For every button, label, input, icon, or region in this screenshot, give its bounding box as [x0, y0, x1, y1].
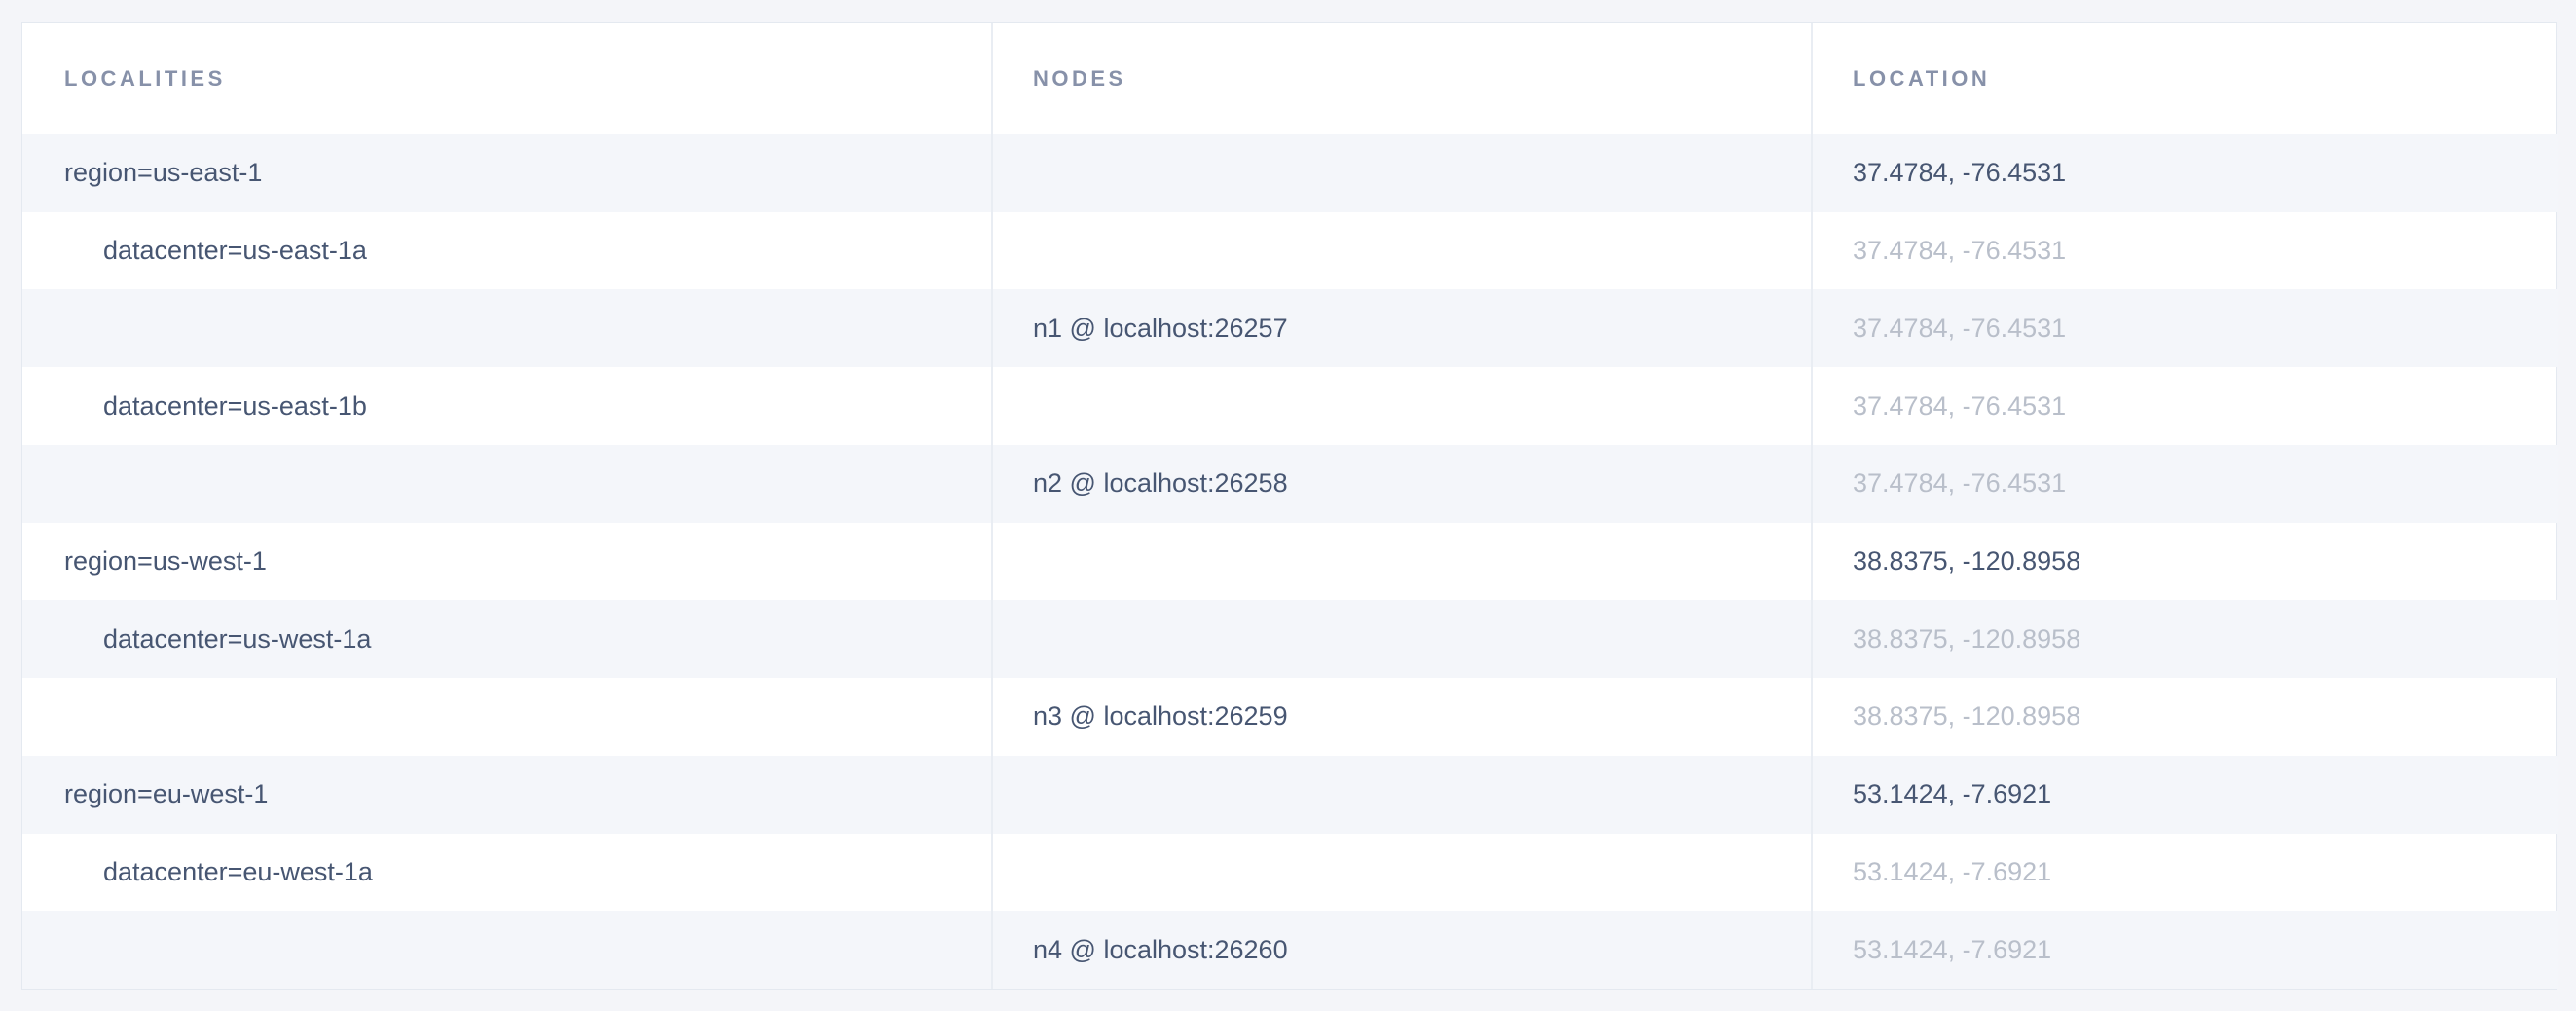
- locality-cell: region=eu-west-1: [22, 755, 991, 834]
- locality-cell: datacenter=eu-west-1a: [103, 856, 373, 886]
- location-cell: 38.8375, -120.8958: [1811, 678, 2558, 756]
- locality-cell: region=us-west-1: [64, 545, 267, 576]
- location-cell: 53.1424, -7.6921: [1811, 911, 2558, 989]
- locality-cell: [22, 289, 991, 368]
- node-cell: [991, 134, 1811, 212]
- locality-cell: datacenter=us-west-1a: [22, 600, 991, 679]
- location-cell: 37.4784, -76.4531: [1811, 211, 2558, 290]
- node-cell: [991, 522, 1811, 601]
- locality-cell: [22, 678, 991, 756]
- locality-cell: [22, 911, 991, 989]
- locality-cell: datacenter=us-east-1a: [103, 236, 367, 266]
- node-cell: n2 @ localhost:26258: [991, 444, 1811, 523]
- location-cell: 37.4784, -76.4531: [1811, 444, 2558, 523]
- node-cell: [991, 833, 1811, 912]
- locality-cell: [22, 444, 991, 523]
- locality-cell: region=us-east-1: [22, 134, 991, 212]
- node-cell: [991, 755, 1811, 834]
- column-header-nodes: NODES: [991, 23, 1811, 134]
- node-cell: n1 @ localhost:26257: [991, 289, 1811, 368]
- localities-table: LOCALITIES NODES LOCATION region=us-east…: [21, 22, 2558, 990]
- location-cell: 53.1424, -7.6921: [1811, 833, 2558, 912]
- location-cell: 37.4784, -76.4531: [1811, 367, 2558, 445]
- location-cell: 38.8375, -120.8958: [1811, 600, 2558, 679]
- node-cell: n3 @ localhost:26259: [991, 678, 1811, 756]
- column-header-localities: LOCALITIES: [64, 66, 226, 91]
- location-cell: 37.4784, -76.4531: [1811, 289, 2558, 368]
- node-cell: [991, 600, 1811, 679]
- location-cell: 37.4784, -76.4531: [1811, 134, 2558, 212]
- locality-cell: datacenter=us-east-1b: [103, 391, 367, 421]
- location-cell: 53.1424, -7.6921: [1811, 755, 2558, 834]
- node-cell: [991, 367, 1811, 445]
- location-cell: 38.8375, -120.8958: [1811, 522, 2558, 601]
- node-cell: [991, 211, 1811, 290]
- column-header-location: LOCATION: [1811, 23, 2558, 134]
- node-cell: n4 @ localhost:26260: [991, 911, 1811, 989]
